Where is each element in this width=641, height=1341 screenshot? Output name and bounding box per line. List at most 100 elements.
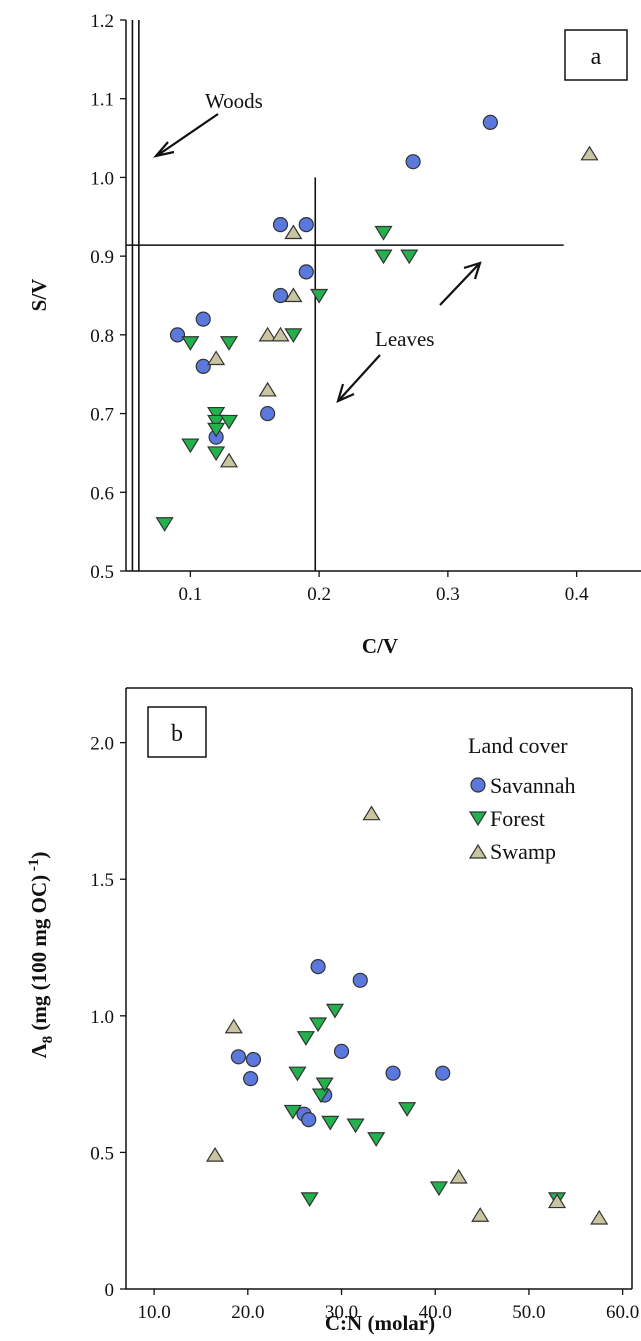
data-point-savannah bbox=[195, 358, 211, 374]
panel-a-x-axis-label: C/V bbox=[362, 634, 398, 658]
data-point-swamp bbox=[224, 1018, 243, 1034]
panel-b-y-ticks: 0 0.5 1.0 1.5 2.0 bbox=[90, 734, 126, 1301]
panel-a-y-ticks: 0.5 0.6 0.7 0.8 0.9 1.0 1.1 1.2 bbox=[90, 11, 126, 583]
data-point-forest bbox=[207, 414, 226, 430]
panel-b-chart: 10.0 20.0 30.0 40.0 50.0 60.0 0 0.5 1.0 1.5 2.0 b… bbox=[26, 687, 639, 1335]
panel-b-label: b bbox=[171, 721, 183, 747]
panel-a-x-ticks: 0.1 0.2 0.3 0.4 bbox=[179, 571, 589, 605]
data-point-forest bbox=[321, 1115, 340, 1131]
woods-annotation: Woods bbox=[205, 89, 263, 113]
data-point-swamp bbox=[580, 145, 599, 161]
data-point-savannah bbox=[230, 1049, 247, 1065]
data-point-forest bbox=[219, 414, 239, 430]
x-tick-label: 0.2 bbox=[307, 584, 331, 605]
data-point-forest bbox=[288, 1066, 307, 1082]
panel-b-points bbox=[205, 805, 609, 1225]
data-point-swamp bbox=[219, 452, 239, 468]
data-point-savannah bbox=[298, 217, 314, 233]
data-point-forest bbox=[311, 1088, 330, 1104]
y-tick-label: 0.7 bbox=[90, 405, 114, 426]
y-label-rest: (mg (100 mg OC) bbox=[27, 875, 51, 1036]
data-point-savannah bbox=[272, 217, 289, 233]
data-point-forest bbox=[374, 249, 393, 265]
data-point-swamp bbox=[284, 224, 303, 240]
data-point-forest bbox=[283, 1104, 302, 1120]
y-tick-label: 0.5 bbox=[90, 562, 114, 583]
x-tick-label: 0.1 bbox=[179, 584, 203, 605]
data-point-savannah bbox=[245, 1051, 262, 1068]
data-point-forest bbox=[207, 422, 226, 438]
data-point-forest bbox=[398, 1102, 417, 1117]
data-point-forest bbox=[374, 225, 393, 241]
y-label-superscript: -1 bbox=[26, 859, 42, 875]
y-tick-label: 0.5 bbox=[90, 1143, 114, 1164]
data-point-savannah bbox=[243, 1071, 259, 1087]
panel-a-y-axis-label: S/V bbox=[27, 279, 51, 312]
leaves-arrow-down bbox=[336, 354, 381, 403]
panel-a-label-box bbox=[564, 29, 628, 81]
data-point-savannah bbox=[298, 264, 314, 280]
y-label-close: ) bbox=[27, 852, 51, 859]
data-point-forest bbox=[310, 288, 329, 304]
data-point-swamp bbox=[362, 805, 381, 821]
data-point-forest bbox=[309, 1017, 328, 1033]
data-point-forest bbox=[207, 406, 226, 422]
data-point-forest bbox=[155, 517, 174, 532]
data-point-forest bbox=[296, 1031, 315, 1046]
data-point-forest bbox=[325, 1003, 345, 1019]
data-point-swamp bbox=[284, 287, 303, 303]
data-point-swamp bbox=[258, 381, 277, 397]
legend-forest-marker bbox=[468, 811, 488, 827]
panel-a-label: a bbox=[591, 44, 602, 70]
data-point-savannah bbox=[482, 114, 498, 130]
data-point-swamp bbox=[205, 1146, 225, 1162]
y-tick-label: 0 bbox=[105, 1280, 115, 1301]
legend-forest-label: Forest bbox=[490, 806, 545, 831]
x-tick-label: 0.3 bbox=[436, 584, 460, 605]
x-tick-label: 0.4 bbox=[565, 584, 589, 605]
leaves-arrow-up bbox=[439, 261, 482, 306]
data-point-swamp bbox=[271, 326, 290, 342]
legend-savannah-label: Savannah bbox=[490, 773, 576, 798]
data-point-savannah bbox=[272, 287, 289, 304]
y-tick-label: 1.5 bbox=[90, 870, 114, 891]
data-point-forest bbox=[219, 336, 239, 351]
y-tick-label: 0.8 bbox=[90, 326, 114, 347]
data-point-savannah bbox=[405, 154, 421, 170]
x-tick-label: 30.0 bbox=[325, 1302, 358, 1323]
y-tick-label: 2.0 bbox=[90, 734, 114, 755]
data-point-savannah bbox=[435, 1065, 451, 1081]
data-point-swamp bbox=[207, 350, 226, 366]
panel-b-x-axis-label: C:N (molar) bbox=[325, 1311, 435, 1335]
data-point-savannah bbox=[260, 405, 276, 422]
panel-a-reference-lines bbox=[126, 20, 564, 571]
x-tick-label: 10.0 bbox=[137, 1302, 170, 1323]
data-point-forest bbox=[300, 1192, 319, 1207]
legend: Land cover Savannah Forest Swamp bbox=[468, 733, 576, 864]
data-point-forest bbox=[367, 1132, 386, 1147]
panel-b-y-axis-label: Λ8 (mg (100 mg OC) -1) bbox=[26, 852, 56, 1059]
data-point-swamp bbox=[590, 1209, 609, 1225]
y-tick-label: 1.2 bbox=[90, 11, 114, 32]
y-label-symbol: Λ bbox=[27, 1043, 51, 1058]
data-point-savannah bbox=[385, 1065, 401, 1081]
data-point-swamp bbox=[547, 1193, 567, 1209]
data-point-savannah bbox=[301, 1112, 317, 1128]
panel-a-points bbox=[155, 114, 599, 532]
data-point-forest bbox=[207, 446, 226, 462]
y-label-subscript: 8 bbox=[40, 1036, 56, 1044]
data-point-savannah bbox=[310, 959, 326, 975]
x-tick-label: 60.0 bbox=[606, 1302, 639, 1323]
data-point-forest bbox=[429, 1181, 449, 1197]
legend-savannah-marker bbox=[470, 777, 486, 793]
data-point-savannah bbox=[195, 311, 211, 327]
data-point-swamp bbox=[449, 1168, 468, 1184]
data-point-forest bbox=[284, 328, 303, 344]
data-point-savannah bbox=[352, 972, 368, 988]
panel-b-label-box bbox=[147, 706, 207, 758]
panel-a-axes bbox=[125, 20, 641, 572]
data-point-forest bbox=[346, 1118, 365, 1134]
woods-arrow bbox=[153, 113, 219, 158]
legend-swamp-label: Swamp bbox=[490, 839, 556, 864]
